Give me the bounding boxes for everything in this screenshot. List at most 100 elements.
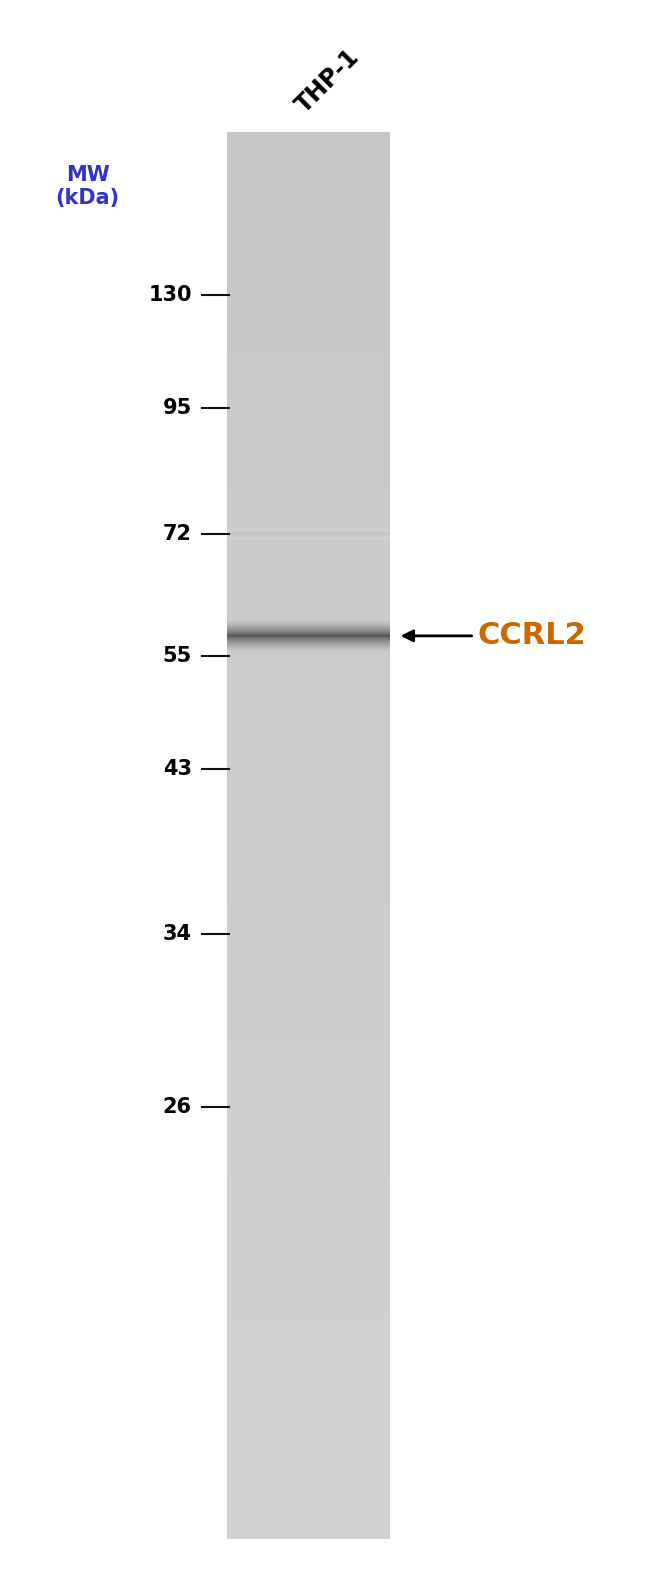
Bar [227,441,390,446]
Bar [227,845,390,849]
Bar [227,958,390,962]
Bar [227,546,390,551]
Bar [227,1134,390,1138]
Bar [227,1446,390,1451]
Bar [227,1080,390,1085]
Bar [227,1003,390,1008]
Bar [227,936,390,942]
Bar [227,1432,390,1437]
Bar [227,912,390,917]
Bar [227,1097,390,1104]
Bar [227,802,390,809]
Bar [227,1449,390,1454]
Bar [227,677,390,681]
Bar [227,719,390,724]
Bar [227,799,390,804]
Bar [227,1281,390,1286]
Bar [227,711,390,716]
Bar [227,785,390,790]
Bar [227,940,390,945]
Bar [227,774,390,780]
Bar [227,961,390,966]
Bar [227,1221,390,1226]
Bar [227,1162,390,1167]
Bar [227,666,390,670]
Bar [227,634,390,639]
Bar [227,166,390,173]
Bar [227,915,390,920]
Bar [227,761,390,766]
Bar [227,455,390,460]
Bar [227,1383,390,1388]
Bar [227,342,390,347]
Bar [227,1295,390,1300]
Bar [227,1214,390,1218]
Bar [227,862,390,868]
Bar [227,1517,390,1521]
Bar [227,336,390,341]
Bar [227,600,390,604]
Bar [227,827,390,832]
Bar [227,898,390,903]
Bar [227,501,390,506]
Bar [227,1245,390,1251]
Text: 43: 43 [162,760,192,779]
Bar [227,1035,390,1039]
Bar [227,1267,390,1272]
Bar [227,1126,390,1130]
Bar [227,1006,390,1011]
Bar [227,132,390,137]
Bar [227,575,390,579]
Bar [227,648,390,653]
Bar [227,1143,390,1149]
Bar [227,226,390,232]
Bar [227,659,390,664]
Bar [227,1225,390,1229]
Bar [227,413,390,418]
Bar [227,1460,390,1465]
Bar [227,1397,390,1402]
Bar [227,1284,390,1289]
Bar [227,385,390,389]
Bar [227,444,390,449]
Bar [227,1176,390,1181]
Text: 95: 95 [162,399,192,418]
Bar [227,1262,390,1269]
Bar [227,1361,390,1366]
Bar [227,981,390,988]
Bar [227,1534,390,1539]
Text: 72: 72 [162,524,192,543]
Bar [227,1069,390,1075]
Bar [227,623,390,628]
Bar [227,1330,390,1334]
Bar [227,1010,390,1016]
Bar [227,1495,390,1499]
Bar [227,1250,390,1254]
Bar [227,771,390,776]
Bar [227,1421,390,1426]
Bar [227,750,390,755]
Bar [227,972,390,977]
Bar [227,1273,390,1278]
Bar [227,1302,390,1306]
Bar [227,195,390,201]
Bar [227,674,390,678]
Bar [227,1179,390,1184]
Bar [227,1375,390,1380]
Bar [227,626,390,633]
Bar [227,416,390,421]
Bar [227,1418,390,1422]
Bar [227,975,390,980]
Bar [227,1115,390,1121]
Bar [227,1063,390,1068]
Bar [227,1014,390,1019]
Bar [227,955,390,959]
Bar [227,1088,390,1093]
Bar [227,782,390,787]
Bar [227,231,390,236]
Bar [227,333,390,338]
Bar [227,1055,390,1061]
Bar [227,652,390,656]
Bar [227,683,390,689]
Bar [227,217,390,221]
